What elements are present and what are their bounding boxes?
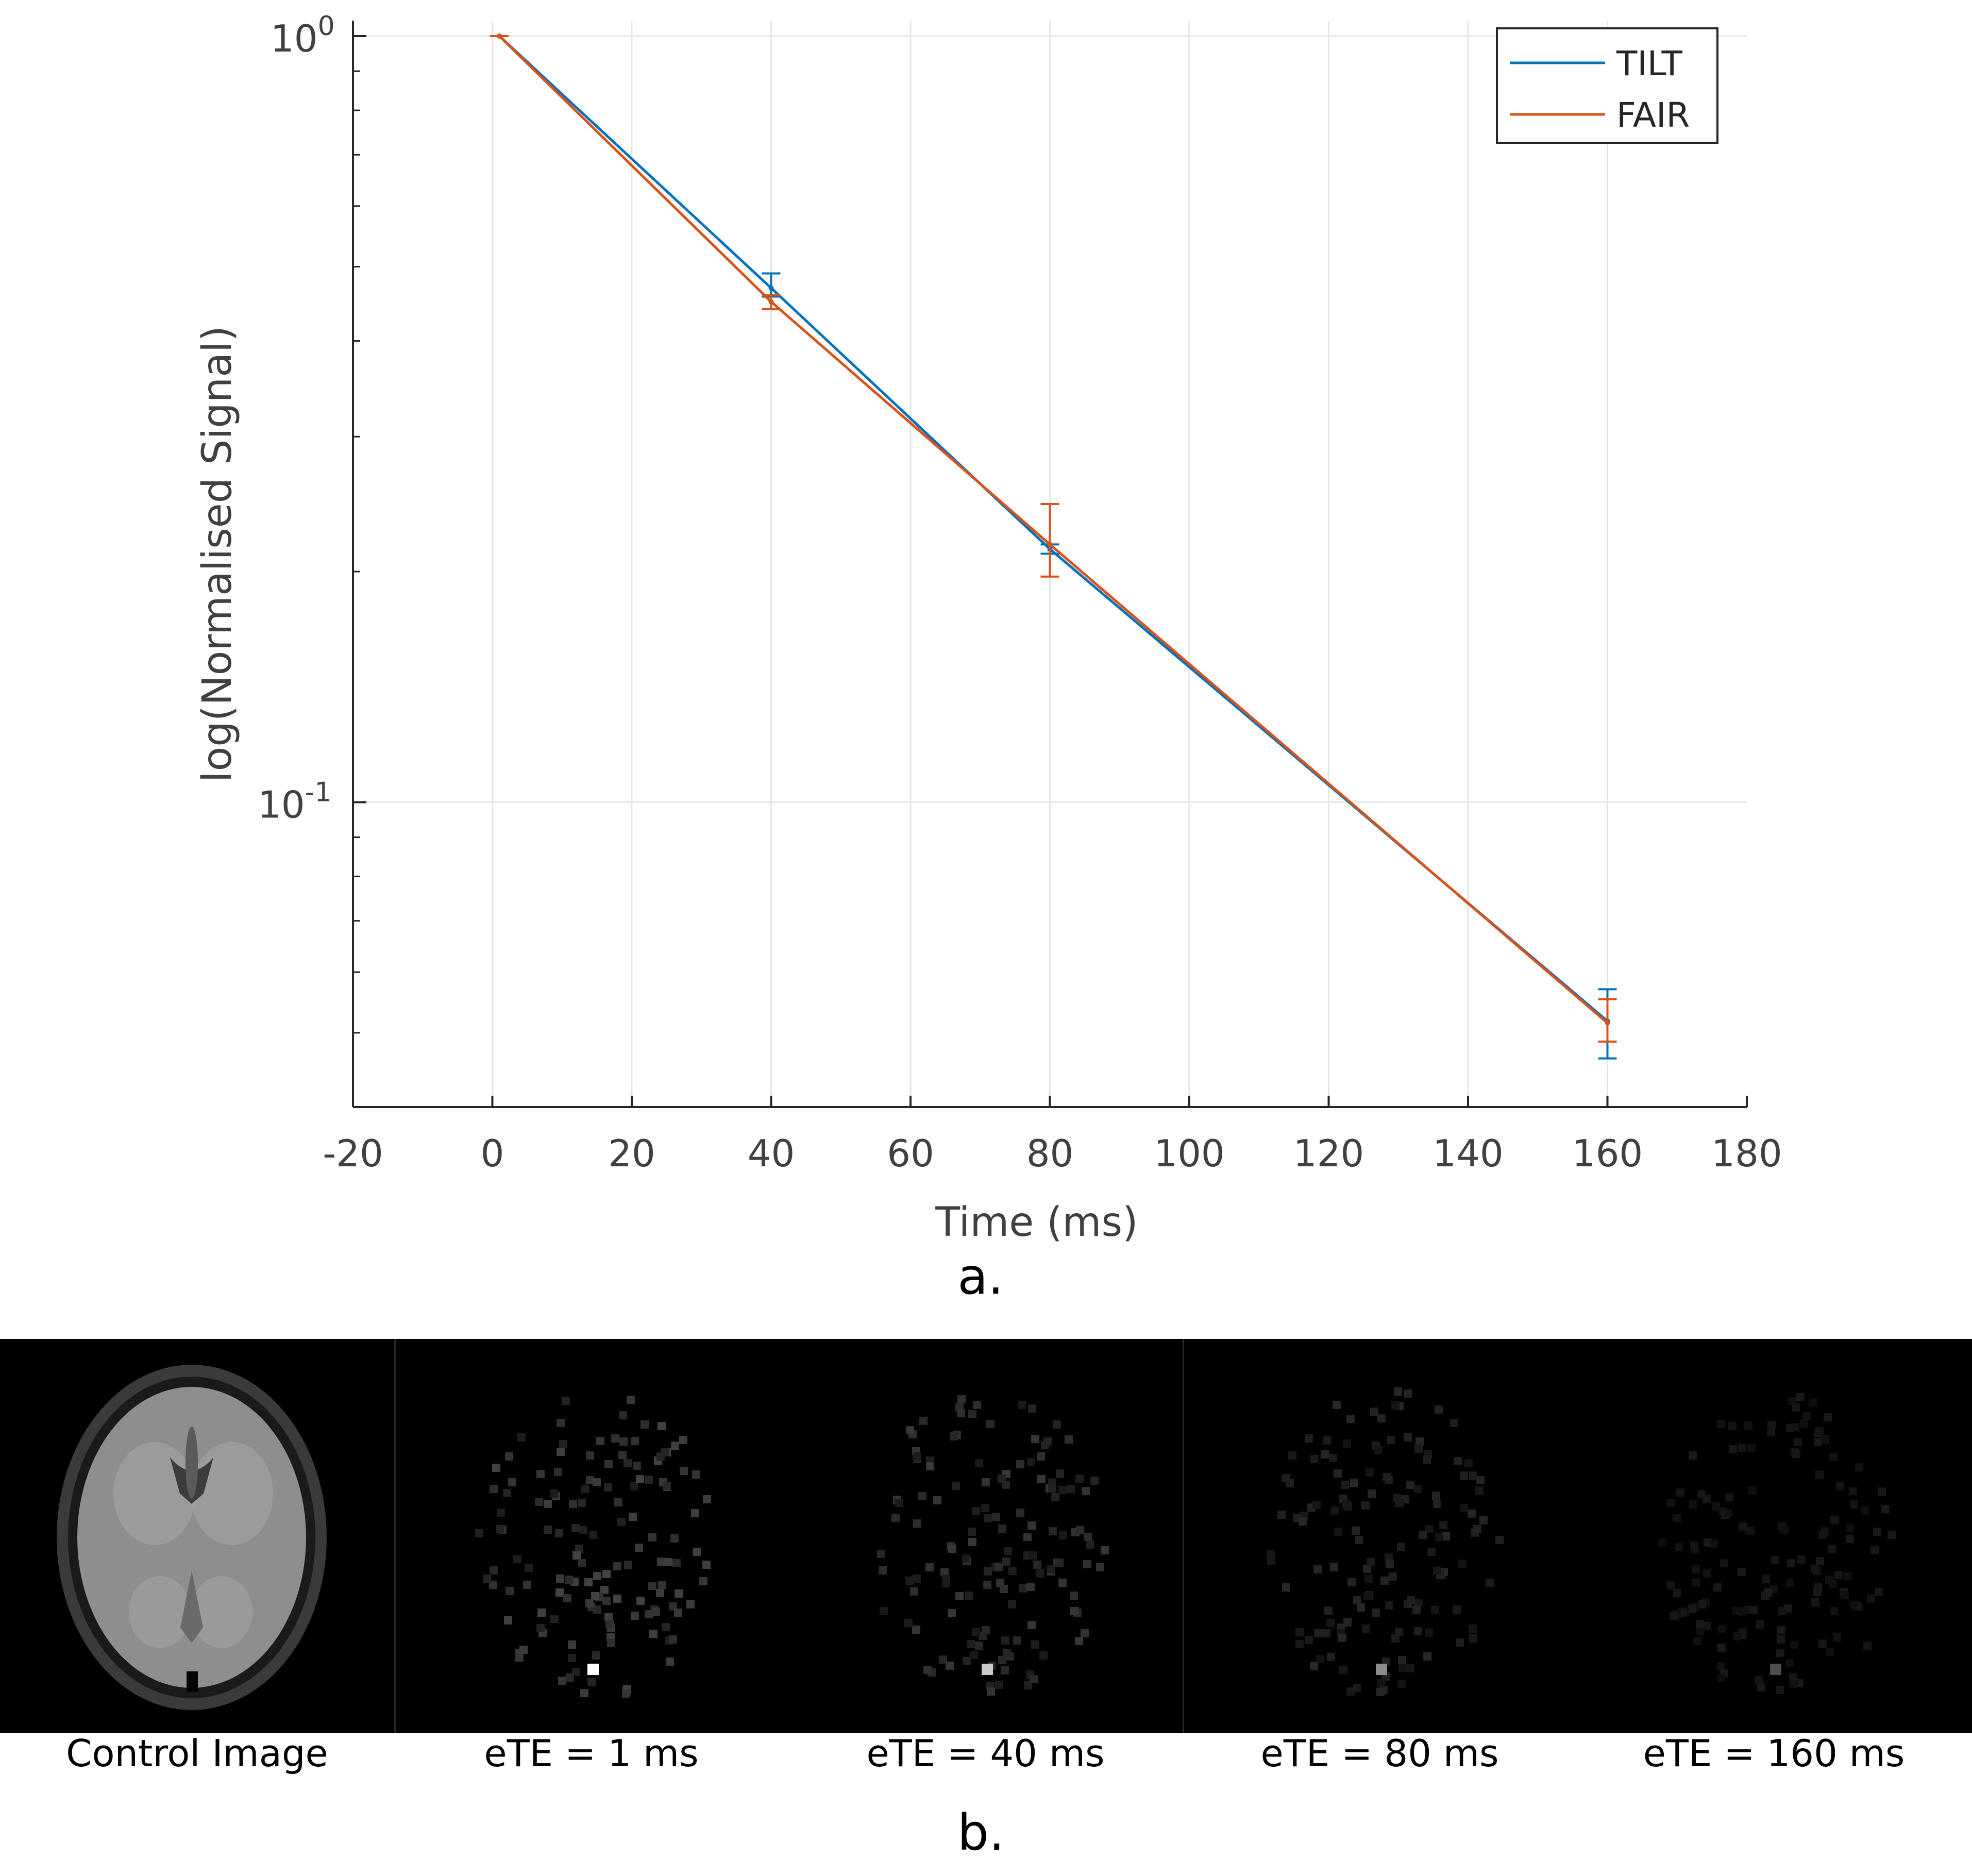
mri-slice	[475, 1396, 711, 1698]
legend-label-tilt: TILT	[1616, 44, 1682, 83]
x-tick-label: 40	[748, 1132, 795, 1175]
x-tick-label: 80	[1026, 1132, 1074, 1175]
legend-label-fair: FAIR	[1616, 95, 1690, 135]
image-caption: Control Image	[66, 1732, 328, 1775]
x-tick-label: 180	[1711, 1132, 1782, 1175]
x-tick-label: 160	[1572, 1132, 1643, 1175]
perfusion-image	[788, 1339, 1184, 1733]
mri-slice	[57, 1365, 327, 1710]
x-tick-labels: -20 0 20 40 60 80 100 120 140 160 180	[323, 1132, 1782, 1175]
image-caption: eTE = 40 ms	[866, 1732, 1105, 1775]
mri-slice	[877, 1395, 1109, 1696]
image-caption: eTE = 80 ms	[1260, 1732, 1499, 1775]
legend: TILT FAIR	[1496, 27, 1718, 144]
legend-box	[1496, 27, 1718, 144]
x-tick-label: 60	[887, 1132, 934, 1175]
y-tick-label: 10-1	[258, 777, 331, 826]
control-image	[0, 1339, 395, 1733]
mri-slice	[1658, 1393, 1896, 1694]
image-caption: eTE = 160 ms	[1643, 1732, 1905, 1775]
panel-a-label: a.	[957, 1248, 1003, 1305]
axes	[352, 21, 1748, 1108]
x-tick-label: 0	[481, 1132, 504, 1175]
series-line-fair	[498, 35, 1609, 1024]
perfusion-image	[394, 1339, 789, 1733]
panel-b-label: b.	[957, 1804, 1005, 1862]
perfusion-image	[1577, 1339, 1972, 1733]
series-fair	[490, 34, 1617, 1043]
x-tick-label: 120	[1293, 1132, 1364, 1175]
mri-image-strip	[0, 1339, 1972, 1733]
signal-decay-chart: -20 0 20 40 60 80 100 120 140 160 180 100 10-1 Time…	[194, 11, 1782, 1305]
x-tick-label: 20	[608, 1132, 655, 1175]
series-group	[490, 34, 1617, 1060]
y-axis-title: log(Normalised Signal)	[194, 326, 241, 782]
mri-slice	[1267, 1387, 1504, 1696]
x-axis-title: Time (ms)	[935, 1199, 1138, 1246]
y-tick-label: 100	[271, 11, 335, 60]
x-tick-label: 100	[1154, 1132, 1224, 1175]
panel-separator	[1183, 1339, 1184, 1733]
image-caption: eTE = 1 ms	[484, 1732, 699, 1775]
perfusion-image	[1183, 1339, 1578, 1733]
y-tick-labels: 100 10-1	[258, 11, 335, 826]
x-tick-label: 140	[1432, 1132, 1503, 1175]
panel-separator	[394, 1339, 396, 1733]
x-tick-label: -20	[323, 1132, 383, 1175]
